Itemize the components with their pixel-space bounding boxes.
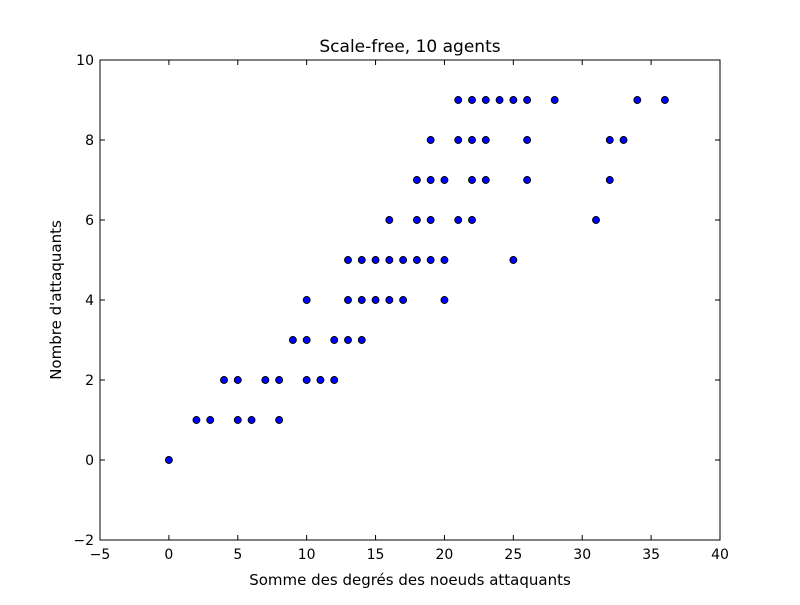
x-tick-label: 25 bbox=[504, 547, 522, 563]
data-point bbox=[523, 96, 532, 104]
y-tick-label: 6 bbox=[85, 213, 94, 229]
data-point bbox=[440, 176, 449, 184]
data-point bbox=[412, 216, 421, 224]
x-tick-label: 40 bbox=[711, 547, 729, 563]
data-point bbox=[192, 416, 201, 424]
data-point bbox=[233, 416, 242, 424]
data-point bbox=[357, 256, 366, 264]
data-point bbox=[412, 256, 421, 264]
data-point bbox=[371, 296, 380, 304]
data-point bbox=[412, 176, 421, 184]
y-tick-label: 2 bbox=[85, 373, 94, 389]
data-point bbox=[344, 336, 352, 344]
data-point bbox=[468, 176, 476, 184]
data-point bbox=[550, 96, 559, 104]
data-points bbox=[164, 96, 669, 464]
data-point bbox=[302, 336, 311, 344]
data-point bbox=[481, 96, 490, 104]
data-point bbox=[399, 296, 408, 304]
data-point bbox=[454, 216, 463, 224]
data-point bbox=[247, 416, 256, 424]
data-point bbox=[164, 456, 173, 464]
y-tick-label: 4 bbox=[85, 293, 94, 309]
data-point bbox=[371, 256, 380, 264]
y-axis-label: Nombre d'attaquants bbox=[47, 220, 65, 380]
data-point bbox=[619, 136, 628, 144]
data-point bbox=[454, 136, 463, 144]
y-tick-label: 0 bbox=[85, 453, 94, 469]
x-tick-label: 5 bbox=[233, 547, 242, 563]
data-point bbox=[357, 296, 366, 304]
data-point bbox=[660, 96, 669, 104]
data-point bbox=[481, 136, 490, 144]
data-point bbox=[357, 336, 366, 344]
x-tick-label: 30 bbox=[573, 547, 591, 563]
data-point bbox=[220, 376, 228, 384]
x-tick-label: 35 bbox=[642, 547, 660, 563]
data-point bbox=[495, 96, 504, 104]
x-axis-label: Somme des degrés des noeuds attaquants bbox=[249, 571, 571, 589]
x-tick-label: 15 bbox=[367, 547, 385, 563]
data-point bbox=[288, 336, 297, 344]
data-point bbox=[302, 296, 311, 304]
data-point bbox=[523, 136, 532, 144]
axis-ticks: −5 0 5 10 15 20 25 30 35 40 −2 0 2 4 6 8 10 bbox=[73, 53, 729, 563]
data-point bbox=[385, 296, 394, 304]
x-tick-label: 10 bbox=[298, 547, 316, 563]
data-point bbox=[440, 296, 449, 304]
data-point bbox=[344, 296, 352, 304]
data-point bbox=[605, 136, 614, 144]
data-point bbox=[426, 136, 435, 144]
data-point bbox=[454, 96, 463, 104]
data-point bbox=[426, 256, 435, 264]
data-point bbox=[275, 416, 284, 424]
data-point bbox=[302, 376, 311, 384]
data-point bbox=[481, 176, 490, 184]
data-point bbox=[523, 176, 532, 184]
data-point bbox=[344, 256, 352, 264]
data-point bbox=[385, 256, 394, 264]
x-tick-label: 20 bbox=[436, 547, 454, 563]
y-tick-label: −2 bbox=[73, 533, 94, 549]
data-point bbox=[509, 96, 518, 104]
data-point bbox=[468, 216, 476, 224]
data-point bbox=[468, 96, 476, 104]
data-point bbox=[206, 416, 215, 424]
data-point bbox=[275, 376, 284, 384]
chart-title: Scale-free, 10 agents bbox=[319, 37, 500, 57]
y-tick-label: 8 bbox=[85, 133, 94, 149]
data-point bbox=[592, 216, 600, 224]
plot-frame bbox=[99, 59, 721, 541]
data-point bbox=[633, 96, 642, 104]
data-point bbox=[399, 256, 408, 264]
data-point bbox=[605, 176, 614, 184]
data-point bbox=[385, 216, 394, 224]
data-point bbox=[330, 376, 339, 384]
x-tick-label: −5 bbox=[90, 547, 111, 563]
data-point bbox=[233, 376, 242, 384]
data-point bbox=[261, 376, 270, 384]
data-point bbox=[316, 376, 325, 384]
x-tick-label: 0 bbox=[164, 547, 173, 563]
data-point bbox=[426, 176, 435, 184]
data-point bbox=[468, 136, 476, 144]
data-point bbox=[509, 256, 518, 264]
data-point bbox=[330, 336, 339, 344]
data-point bbox=[426, 216, 435, 224]
y-tick-label: 10 bbox=[76, 53, 94, 69]
data-point bbox=[440, 256, 449, 264]
